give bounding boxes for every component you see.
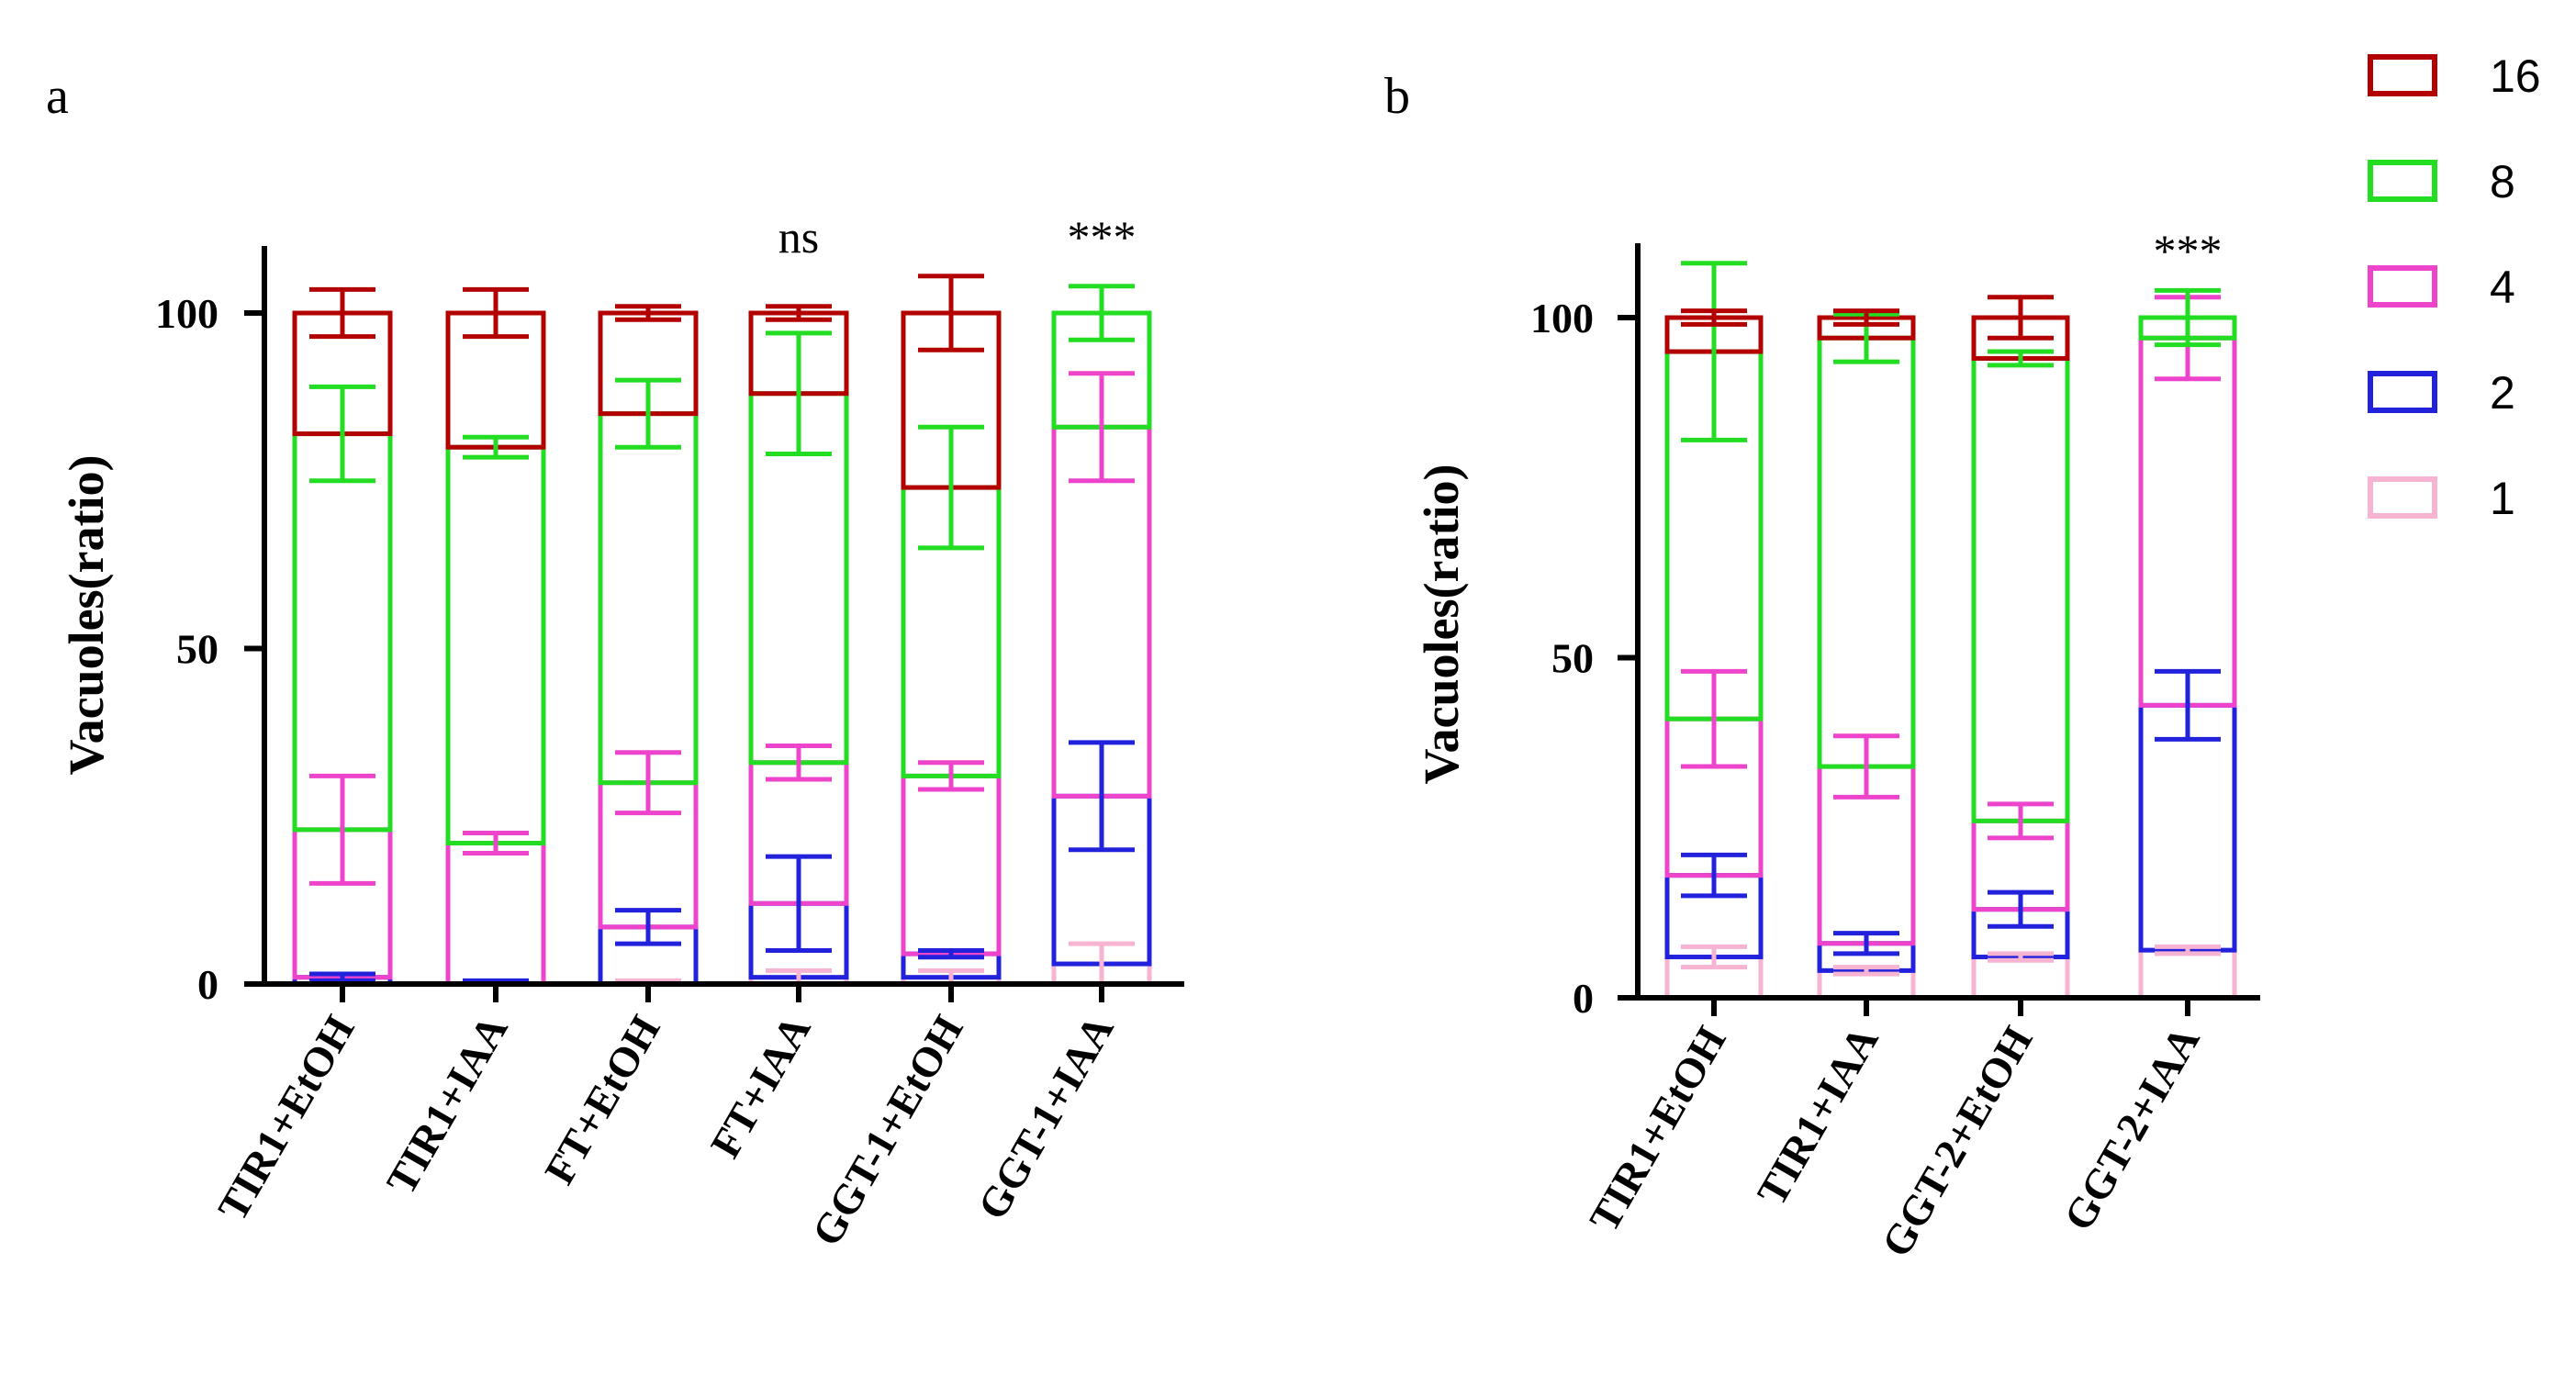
panel-letter-a: a (46, 68, 69, 125)
bar-b-ggt-2-etoh-s8 (1971, 355, 2070, 823)
x-tick-label-b-ggt-2-iaa: GGT-2+IAA (2055, 1019, 2209, 1238)
significance-b-ggt-2-iaa: *** (2154, 225, 2223, 276)
y-tick-label-b-50: 50 (1551, 635, 1594, 682)
x-tick-label-a-ggt-1-etoh: GGT-1+EtOH (802, 1007, 971, 1253)
legend-swatch-4 (2368, 265, 2437, 308)
legend: 16 8 4 2 1 (2368, 50, 2541, 524)
legend-swatch-16 (2368, 54, 2437, 96)
x-tick-label-a-ggt-1-iaa: GGT-1+IAA (969, 1008, 1123, 1227)
legend-swatch-1 (2368, 476, 2437, 519)
significance-a-ggt-1-iaa: *** (1068, 211, 1137, 263)
legend-swatch-2 (2368, 371, 2437, 413)
y-axis-label-a: Vacuoles(ratio) (59, 455, 114, 776)
x-tick-label-a-tir1-etoh: TIR1+EtOH (208, 1007, 364, 1228)
x-tick-label-b-ggt-2-etoh: GGT-2+EtOH (1872, 1018, 2041, 1264)
y-tick-label-a-100: 100 (155, 290, 218, 337)
x-tick-label-b-tir1-etoh: TIR1+EtOH (1580, 1018, 1735, 1239)
bar-b-ggt-2-etoh-s1 (1971, 955, 2070, 1001)
bar-a-ft-etoh-s8 (598, 411, 699, 786)
x-tick-label-a-ft-iaa: FT+IAA (701, 1008, 820, 1166)
legend-label-16: 16 (2490, 50, 2541, 102)
y-tick-label-a-50: 50 (176, 626, 218, 673)
bar-a-tir1-etoh-s8 (292, 431, 393, 833)
bar-b-ggt-2-iaa-s4 (2138, 335, 2237, 708)
y-tick-label-a-0: 0 (197, 961, 218, 1008)
legend-label-1: 1 (2490, 473, 2515, 524)
legend-label-8: 8 (2490, 156, 2515, 207)
bar-b-tir1-iaa-s8 (1817, 335, 1916, 769)
bar-a-ggt-1-etoh-s4 (901, 773, 1002, 956)
x-tick-label-b-tir1-iaa: TIR1+IAA (1748, 1019, 1887, 1213)
legend-label-2: 2 (2490, 367, 2515, 419)
x-tick-label-a-ft-etoh: FT+EtOH (535, 1007, 669, 1191)
legend-label-4: 4 (2490, 262, 2515, 313)
legend-swatch-8 (2368, 160, 2437, 202)
bar-b-ggt-2-iaa-s1 (2138, 947, 2237, 1001)
bar-a-tir1-iaa-s4 (445, 840, 546, 987)
y-axis-label-b: Vacuoles(ratio) (1414, 464, 1469, 785)
panel-letter-b: b (1384, 68, 1410, 125)
y-tick-label-b-100: 100 (1530, 295, 1594, 341)
bar-b-ggt-2-iaa-s2 (2138, 702, 2237, 953)
x-tick-label-a-tir1-iaa: TIR1+IAA (377, 1008, 517, 1202)
y-tick-label-b-0: 0 (1573, 975, 1594, 1022)
bar-a-tir1-iaa-s8 (445, 444, 546, 845)
significance-a-ft-iaa: ns (778, 211, 819, 263)
